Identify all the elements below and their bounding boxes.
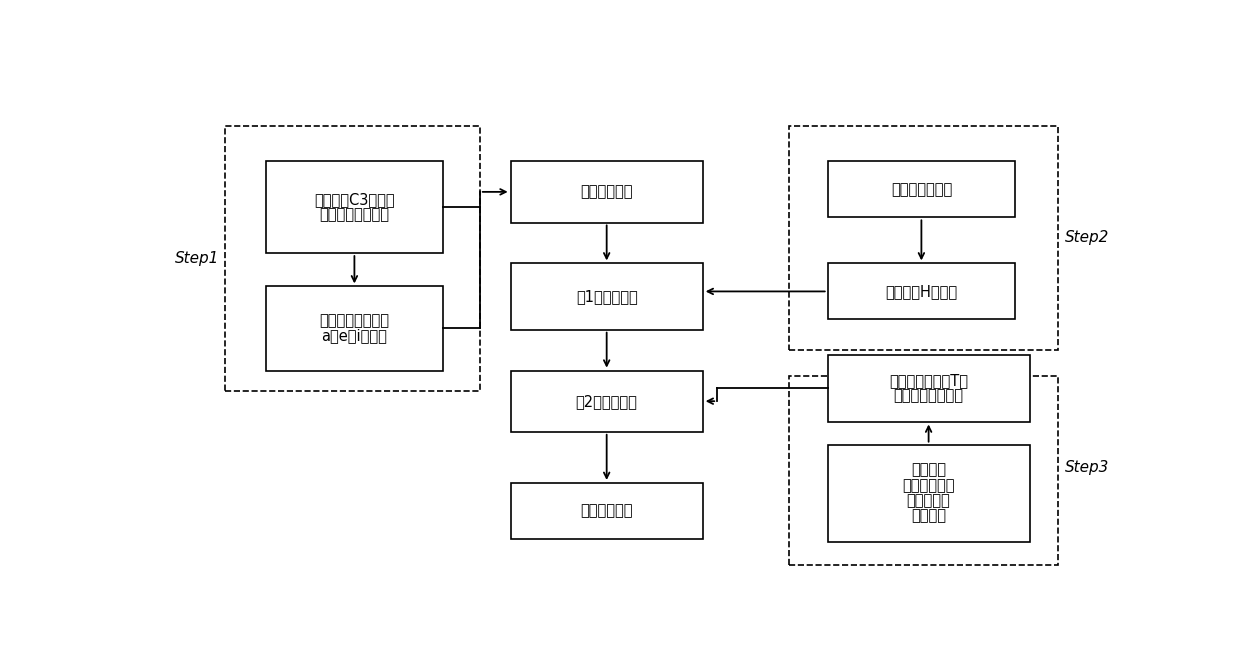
Text: 探测器温控: 探测器温控 (906, 493, 951, 509)
Text: 第1次初选结果: 第1次初选结果 (575, 289, 637, 304)
Bar (828, 355, 1029, 422)
Bar (828, 161, 1016, 217)
Text: Step1: Step1 (175, 251, 219, 266)
Text: 有效载荷关系曲线: 有效载荷关系曲线 (320, 208, 389, 222)
Bar (511, 263, 703, 330)
Text: 范围（保留未知）: 范围（保留未知） (894, 389, 963, 404)
Text: 万有引力关系: 万有引力关系 (903, 478, 955, 493)
Text: 系统要求: 系统要求 (911, 509, 946, 524)
Text: 轨道参数筛选条件: 轨道参数筛选条件 (320, 314, 389, 328)
Text: Step3: Step3 (1065, 460, 1110, 475)
Bar (511, 371, 703, 432)
Bar (265, 161, 444, 253)
Text: 绝对星等H的范围: 绝对星等H的范围 (885, 284, 957, 299)
Text: 小行星尺寸要求: 小行星尺寸要求 (890, 182, 952, 197)
Text: Step2: Step2 (1065, 230, 1110, 245)
Text: a、e、i的范围: a、e、i的范围 (321, 329, 387, 343)
Bar (511, 483, 703, 539)
Bar (511, 161, 703, 223)
Bar (265, 286, 444, 371)
Bar (828, 263, 1016, 320)
Text: 离心力和: 离心力和 (911, 463, 946, 477)
Bar (226, 125, 480, 391)
Text: 最终初选结果: 最终初选结果 (580, 503, 632, 518)
Text: 小行星自旋周期T的: 小行星自旋周期T的 (889, 373, 968, 389)
Bar (828, 445, 1029, 542)
Text: 小行星数据库: 小行星数据库 (580, 184, 632, 200)
Bar (789, 376, 1059, 564)
Bar (789, 125, 1059, 350)
Text: 第2次初选结果: 第2次初选结果 (575, 394, 637, 408)
Text: 运载火箭C3能量与: 运载火箭C3能量与 (314, 192, 394, 207)
